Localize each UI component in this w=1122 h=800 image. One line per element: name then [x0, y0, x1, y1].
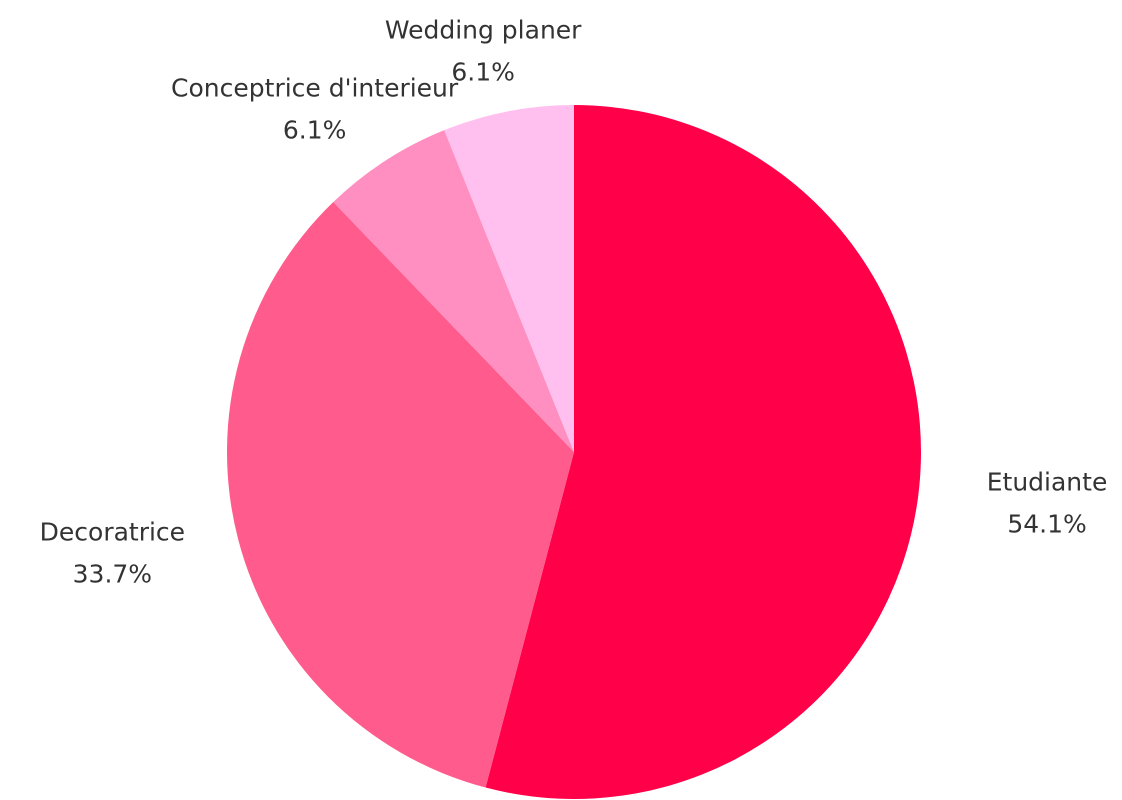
slice-label: Etudiante — [987, 467, 1108, 496]
pie-slice — [226, 202, 574, 788]
slice-value: 6.1% — [451, 57, 515, 86]
slice-value: 33.7% — [73, 559, 152, 588]
slice-value: 6.1% — [283, 115, 347, 144]
pie-slice — [444, 105, 574, 452]
slice-label: Conceptrice d'interieur — [171, 73, 459, 102]
pie-slice — [485, 105, 921, 799]
slice-label: Decoratrice — [40, 517, 185, 546]
slice-label: Wedding planer — [385, 15, 582, 44]
slice-value: 54.1% — [1007, 509, 1086, 538]
pie-slice — [333, 130, 574, 453]
